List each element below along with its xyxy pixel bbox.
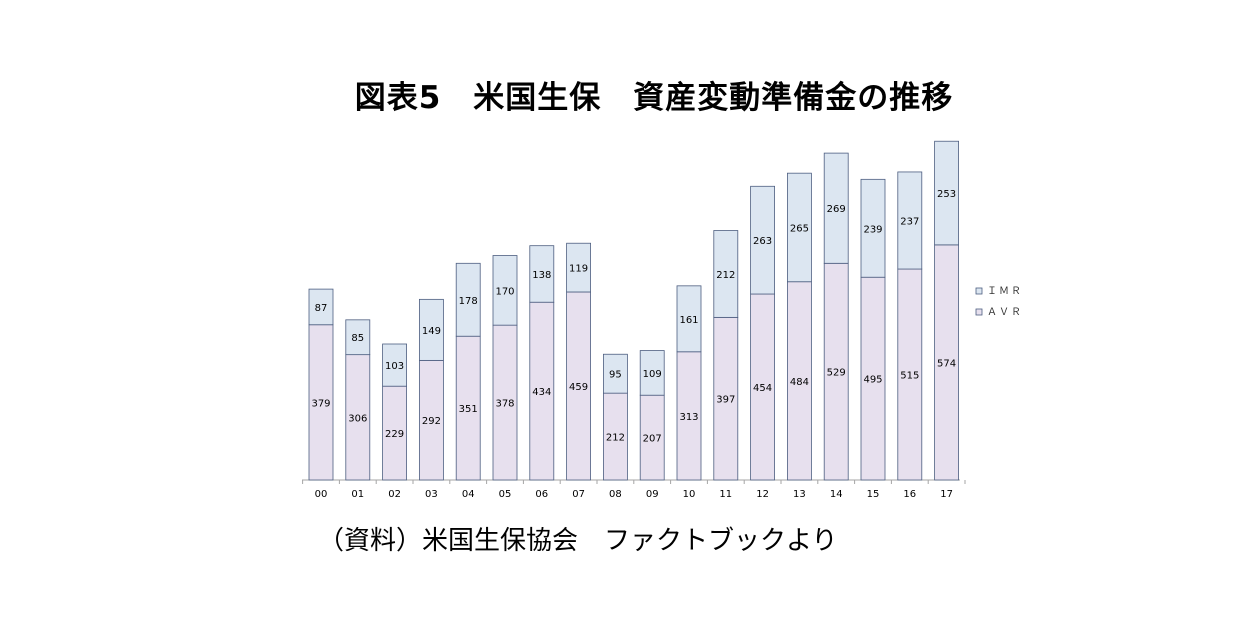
bar-avr-07 xyxy=(566,291,591,481)
data-label-imr-04: 178 xyxy=(459,296,478,307)
bar-imr-03 xyxy=(418,298,444,361)
x-tick-label-14: 14 xyxy=(830,489,843,500)
data-label-avr-03: 292 xyxy=(422,416,441,427)
bar-imr-02 xyxy=(382,343,408,387)
bar-avr-08 xyxy=(603,392,628,481)
bar-avr-02 xyxy=(382,385,408,481)
data-label-imr-00: 87 xyxy=(315,303,328,314)
x-tick-label-03: 03 xyxy=(425,489,438,500)
bar-avr-13 xyxy=(787,281,812,481)
data-label-avr-05: 378 xyxy=(495,399,514,410)
data-label-imr-10: 161 xyxy=(679,315,698,326)
data-label-avr-13: 484 xyxy=(790,377,809,388)
x-tick-label-00: 00 xyxy=(315,489,328,500)
bar-imr-14 xyxy=(823,152,849,264)
data-label-avr-09: 207 xyxy=(643,434,662,445)
data-label-imr-14: 269 xyxy=(827,204,846,215)
bar-avr-04 xyxy=(455,335,481,481)
bar-avr-09 xyxy=(639,394,665,481)
bar-imr-13 xyxy=(787,172,812,283)
data-label-avr-07: 459 xyxy=(569,382,588,393)
legend-swatch-avr xyxy=(975,308,983,316)
x-tick-label-15: 15 xyxy=(867,489,880,500)
bar-imr-06 xyxy=(529,245,555,303)
x-tick-label-13: 13 xyxy=(793,489,806,500)
x-tick-label-16: 16 xyxy=(903,489,916,500)
x-tick-label-09: 09 xyxy=(646,489,659,500)
bar-imr-11 xyxy=(713,230,739,318)
bar-imr-08 xyxy=(603,353,628,394)
bar-imr-10 xyxy=(676,285,702,353)
x-tick-label-10: 10 xyxy=(683,489,696,500)
data-label-avr-16: 515 xyxy=(900,371,919,382)
bar-avr-06 xyxy=(529,301,555,481)
data-label-imr-16: 237 xyxy=(900,216,919,227)
data-label-avr-17: 574 xyxy=(937,358,956,369)
chart-title: 図表5 米国生保 資産変動準備金の推移 xyxy=(354,80,954,116)
bar-avr-01 xyxy=(345,354,371,481)
bar-imr-04 xyxy=(455,262,481,337)
x-tick-label-01: 01 xyxy=(351,489,364,500)
legend-swatch-imr xyxy=(975,287,983,295)
data-label-avr-10: 313 xyxy=(679,412,698,423)
data-label-avr-11: 397 xyxy=(716,395,735,406)
data-label-imr-02: 103 xyxy=(385,361,404,372)
data-label-imr-11: 212 xyxy=(716,270,735,281)
data-label-imr-03: 149 xyxy=(422,326,441,337)
x-tick-label-04: 04 xyxy=(462,489,475,500)
data-label-imr-08: 95 xyxy=(609,370,622,381)
data-label-avr-15: 495 xyxy=(863,375,882,386)
data-label-imr-05: 170 xyxy=(495,286,514,297)
data-label-avr-01: 306 xyxy=(348,413,367,424)
bar-imr-12 xyxy=(750,185,775,295)
bar-imr-00 xyxy=(308,288,334,326)
x-tick-label-08: 08 xyxy=(609,489,622,500)
bar-imr-15 xyxy=(860,178,886,278)
x-tick-label-07: 07 xyxy=(572,489,585,500)
legend: ＩＭＲ ＡＶＲ xyxy=(975,286,1023,318)
data-label-imr-13: 265 xyxy=(790,223,809,234)
x-tick-label-02: 02 xyxy=(388,489,401,500)
data-label-imr-07: 119 xyxy=(569,264,588,275)
data-label-avr-12: 454 xyxy=(753,383,772,394)
data-label-imr-15: 239 xyxy=(863,224,882,235)
chart-source-note: （資料）米国生保協会 ファクトブックより xyxy=(318,526,838,556)
x-tick-label-11: 11 xyxy=(719,489,732,500)
x-tick-label-06: 06 xyxy=(535,489,548,500)
data-label-avr-08: 212 xyxy=(606,433,625,444)
data-label-avr-04: 351 xyxy=(459,404,478,415)
x-tick-label-17: 17 xyxy=(940,489,953,500)
legend-label-imr: ＩＭＲ xyxy=(987,286,1023,297)
data-label-imr-01: 85 xyxy=(351,333,364,344)
bar-avr-10 xyxy=(676,351,702,481)
bar-imr-07 xyxy=(566,242,591,293)
bar-avr-17 xyxy=(934,244,959,481)
bar-imr-17 xyxy=(934,140,959,246)
bar-imr-09 xyxy=(639,350,665,396)
bar-imr-16 xyxy=(897,171,923,270)
bar-avr-12 xyxy=(750,293,775,481)
bars-group: 379 87 306 85 229 103 292 149 351 178 378 170 434 138… xyxy=(308,140,959,481)
bar-avr-14 xyxy=(823,262,849,481)
data-label-avr-06: 434 xyxy=(532,387,551,398)
data-label-imr-06: 138 xyxy=(532,270,551,281)
data-label-imr-17: 253 xyxy=(937,189,956,200)
bar-avr-11 xyxy=(713,316,739,481)
data-label-imr-09: 109 xyxy=(643,369,662,380)
data-label-avr-14: 529 xyxy=(827,368,846,379)
x-ticks-group: 00 01 02 03 04 05 06 07 08 09 10 11 12 13 14 15 16 17 xyxy=(302,480,966,500)
data-label-avr-00: 379 xyxy=(311,398,330,409)
data-label-imr-12: 263 xyxy=(753,236,772,247)
x-tick-label-05: 05 xyxy=(499,489,512,500)
bar-imr-01 xyxy=(345,319,371,356)
bar-imr-05 xyxy=(492,255,518,326)
x-tick-label-12: 12 xyxy=(756,489,769,500)
data-label-avr-02: 229 xyxy=(385,429,404,440)
bar-avr-05 xyxy=(492,324,518,481)
bar-avr-15 xyxy=(860,276,886,481)
bar-avr-03 xyxy=(418,359,444,481)
legend-label-avr: ＡＶＲ xyxy=(987,307,1023,318)
